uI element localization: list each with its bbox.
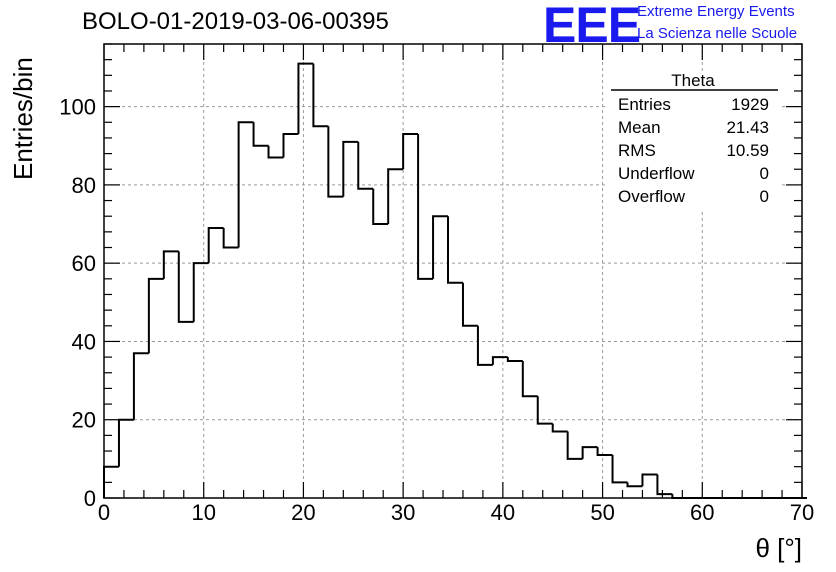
histogram-bin: [252, 122, 269, 147]
x-tick-label: 10: [191, 500, 215, 525]
histogram-bin: [611, 454, 628, 484]
x-tick-label: 20: [291, 500, 315, 525]
histogram-bin: [476, 325, 493, 366]
histogram-bin: [506, 357, 523, 363]
histogram-bin: [117, 418, 134, 467]
stats-row-value: 10.59: [726, 141, 769, 160]
stats-row-value: 0: [760, 164, 769, 183]
histogram-bin: [641, 473, 658, 487]
histogram-bin: [626, 482, 643, 488]
x-tick-label: 30: [391, 500, 415, 525]
y-tick-label: 20: [72, 408, 96, 433]
histogram-bin: [536, 396, 553, 425]
histogram-bin: [417, 134, 434, 280]
histogram-bin: [282, 133, 299, 158]
x-tick-label: 40: [491, 500, 515, 525]
y-tick-label: 0: [84, 486, 96, 511]
histogram-bin: [237, 121, 254, 248]
histogram-bin: [342, 140, 359, 197]
histogram-bin: [656, 474, 673, 496]
x-tick-label: 70: [790, 500, 814, 525]
stats-row-value: 1929: [731, 95, 769, 114]
histogram-bin: [222, 227, 239, 249]
histogram-bin: [387, 168, 404, 225]
histogram-bin: [132, 352, 149, 420]
histogram-bin: [312, 63, 329, 128]
histogram-bin: [372, 188, 389, 226]
y-tick-label: 100: [59, 95, 96, 120]
histogram-bin: [402, 133, 419, 170]
axes-layer: [103, 43, 803, 499]
grid-layer: [104, 44, 802, 498]
histogram-bin: [491, 356, 508, 365]
histogram-bin: [192, 262, 209, 322]
x-axis-label: θ [°]: [755, 533, 802, 563]
histogram-bin: [521, 361, 538, 398]
histogram-bin: [432, 215, 449, 279]
stats-box-background: [607, 72, 779, 210]
stats-row-label: Overflow: [618, 187, 686, 206]
x-tick-label: 50: [590, 500, 614, 525]
stats-row-value: 0: [760, 187, 769, 206]
histogram-bin: [207, 226, 224, 264]
histogram-bin: [596, 447, 613, 456]
y-tick-label: 60: [72, 251, 96, 276]
y-tick-label: 80: [72, 173, 96, 198]
histogram-bin: [177, 251, 194, 323]
chart-title: BOLO-01-2019-03-06-00395: [82, 8, 389, 35]
plot-frame: [103, 43, 803, 499]
histogram-bin: [357, 141, 374, 190]
histogram-bin: [147, 277, 164, 354]
stats-box-title: Theta: [671, 71, 715, 90]
stats-row-value: 21.43: [726, 118, 769, 137]
histogram-bin: [551, 423, 568, 433]
histogram-bin: [581, 446, 598, 459]
histogram-bin: [461, 282, 478, 327]
x-tick-label: 0: [98, 500, 110, 525]
stats-row-label: RMS: [618, 141, 656, 160]
histogram-bin: [162, 250, 179, 279]
histogram-bin: [566, 431, 583, 460]
ticks-layer: 0 10 20 30 40 50 60 70 0 20 40 60 80 100: [59, 43, 814, 525]
stats-row-label: Entries: [618, 95, 671, 114]
x-tick-label: 60: [690, 500, 714, 525]
stats-row-label: Mean: [618, 118, 661, 137]
y-tick-label: 40: [72, 329, 96, 354]
histogram-bin: [447, 216, 463, 284]
logo-line-2: La Scienza nelle Scuole: [637, 25, 798, 42]
logo-line-1: Extreme Energy Events: [637, 3, 795, 20]
histogram-bin: [327, 126, 344, 198]
histogram-bin: [267, 145, 284, 159]
stats-row-label: Underflow: [618, 164, 695, 183]
histogram-bin: [297, 62, 314, 135]
